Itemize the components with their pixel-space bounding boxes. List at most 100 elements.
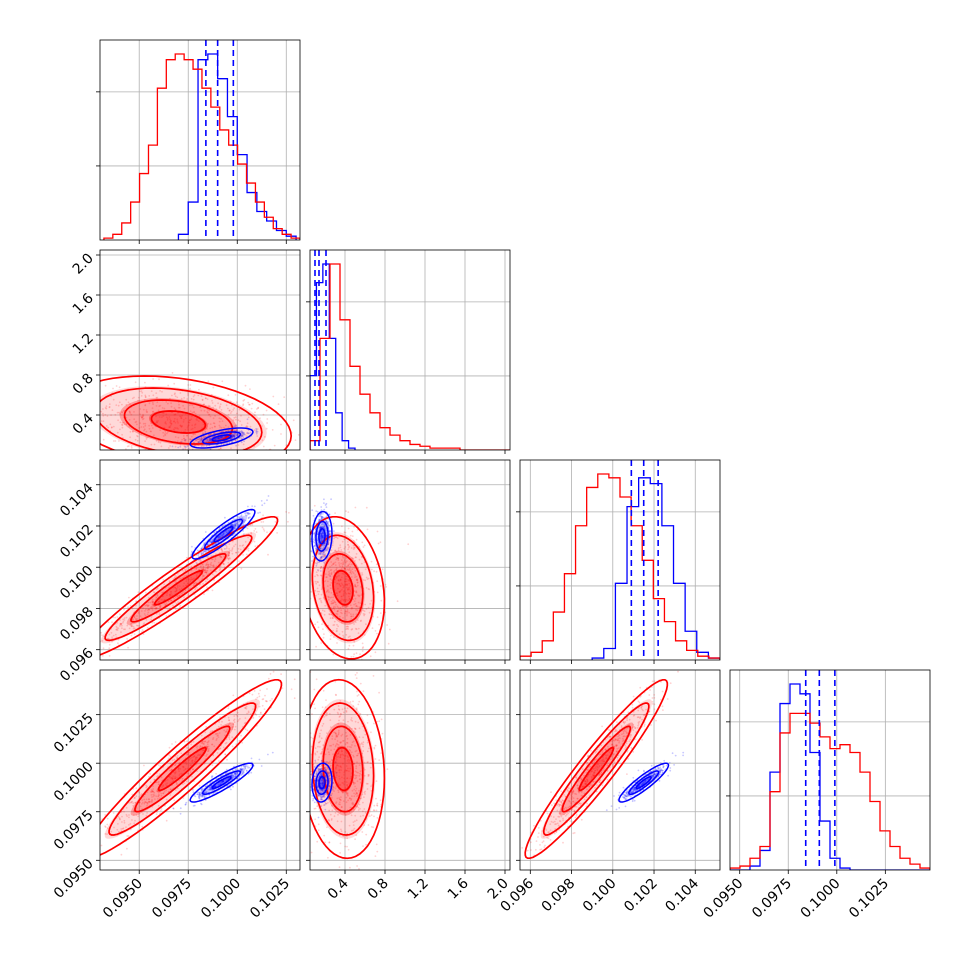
- contour-blue: [203, 518, 244, 550]
- sample-point-blue: [329, 538, 331, 541]
- sample-point-red: [170, 788, 172, 791]
- sample-point-red: [327, 595, 330, 598]
- sample-point-blue: [267, 495, 270, 497]
- sample-point-red: [177, 440, 179, 443]
- sample-point-red: [201, 399, 204, 401]
- sample-point-red: [319, 574, 322, 577]
- sample-point-red: [212, 564, 215, 567]
- sample-point-red: [218, 566, 221, 569]
- sample-point-blue: [322, 553, 324, 556]
- sample-point-red: [180, 397, 183, 400]
- sample-point-red: [170, 593, 173, 595]
- sample-point-blue: [233, 435, 235, 437]
- sample-point-blue: [213, 788, 215, 791]
- sample-point-red: [155, 613, 158, 615]
- contour-blue: [318, 528, 326, 545]
- sample-point-red: [344, 707, 346, 710]
- sample-point-red: [162, 785, 165, 787]
- sample-point-red: [340, 582, 343, 585]
- sample-point-blue: [244, 512, 247, 515]
- sample-point-blue: [322, 531, 324, 534]
- sample-point-red: [310, 736, 312, 739]
- sample-point-red: [343, 757, 346, 760]
- sample-point-red: [338, 769, 340, 772]
- sample-point-red: [348, 592, 350, 595]
- sample-point-red: [171, 394, 173, 397]
- sample-point-blue: [227, 525, 230, 528]
- sample-point-blue: [327, 523, 329, 526]
- sample-point-red: [76, 445, 78, 447]
- sample-point-red: [320, 642, 323, 644]
- sample-point-blue: [245, 511, 248, 514]
- sample-point-red: [187, 753, 190, 756]
- sample-point-red: [202, 743, 205, 745]
- sample-point-blue: [240, 430, 243, 432]
- sample-point-blue: [329, 575, 332, 578]
- sample-point-red: [153, 591, 156, 594]
- sample-point-red: [146, 609, 149, 612]
- sample-point-red: [187, 392, 189, 394]
- sample-point-red: [272, 670, 275, 673]
- sample-point-blue: [247, 513, 250, 516]
- sample-point-blue: [210, 541, 213, 544]
- sample-point-red: [126, 835, 129, 837]
- sample-point-red: [194, 756, 197, 759]
- sample-point-red: [347, 720, 349, 723]
- sample-point-red: [106, 833, 108, 835]
- sample-point-red: [346, 588, 349, 591]
- sample-point-red: [184, 417, 187, 420]
- sample-point-red: [170, 422, 173, 425]
- sample-point-red: [123, 821, 126, 824]
- sample-point-blue: [242, 770, 245, 773]
- sample-point-red: [331, 544, 334, 546]
- sample-point-red: [146, 436, 149, 439]
- sample-point-blue: [202, 436, 205, 438]
- sample-point-red: [338, 803, 340, 805]
- sample-point-blue: [209, 788, 212, 791]
- sample-point-red: [358, 778, 361, 781]
- sample-point-red: [192, 756, 195, 759]
- sample-point-red: [353, 526, 355, 528]
- sample-point-blue: [312, 538, 315, 540]
- sample-point-red: [183, 451, 185, 453]
- sample-point-red: [170, 776, 173, 779]
- sample-point-red: [385, 586, 388, 588]
- sample-point-red: [131, 607, 134, 610]
- sample-point-red: [327, 801, 329, 804]
- sample-point-blue: [323, 508, 326, 511]
- sample-point-red: [155, 405, 158, 407]
- sample-point-red: [335, 556, 338, 559]
- sample-point-red: [197, 753, 200, 756]
- sample-point-red: [228, 557, 231, 559]
- sample-point-blue: [219, 536, 222, 538]
- sample-point-red: [361, 752, 364, 755]
- sample-point-blue: [201, 789, 204, 792]
- sample-point-red: [314, 580, 317, 583]
- sample-point-red: [321, 706, 324, 709]
- sample-point-red: [120, 411, 123, 413]
- sample-point-blue: [224, 516, 226, 519]
- sample-point-red: [336, 740, 339, 742]
- sample-point-red: [202, 740, 204, 743]
- sample-point-red: [156, 401, 159, 404]
- sample-point-red: [219, 565, 222, 567]
- sample-point-red: [79, 886, 81, 888]
- sample-point-red: [256, 428, 259, 430]
- sample-point-red: [339, 754, 342, 757]
- sample-point-red: [337, 722, 340, 725]
- sample-point-red: [60, 385, 62, 387]
- sample-point-red: [176, 420, 179, 423]
- sample-point-red: [348, 563, 351, 566]
- sample-point-red: [178, 774, 181, 777]
- sample-point-red: [333, 537, 335, 540]
- sample-point-blue: [321, 535, 324, 538]
- sample-point-red: [154, 607, 157, 609]
- sample-point-red: [185, 557, 188, 559]
- sample-point-red: [193, 577, 196, 580]
- sample-point-blue: [222, 524, 224, 527]
- sample-point-red: [166, 432, 168, 435]
- sample-point-red: [344, 578, 347, 580]
- sample-point-red: [126, 445, 129, 448]
- sample-point-red: [348, 811, 351, 814]
